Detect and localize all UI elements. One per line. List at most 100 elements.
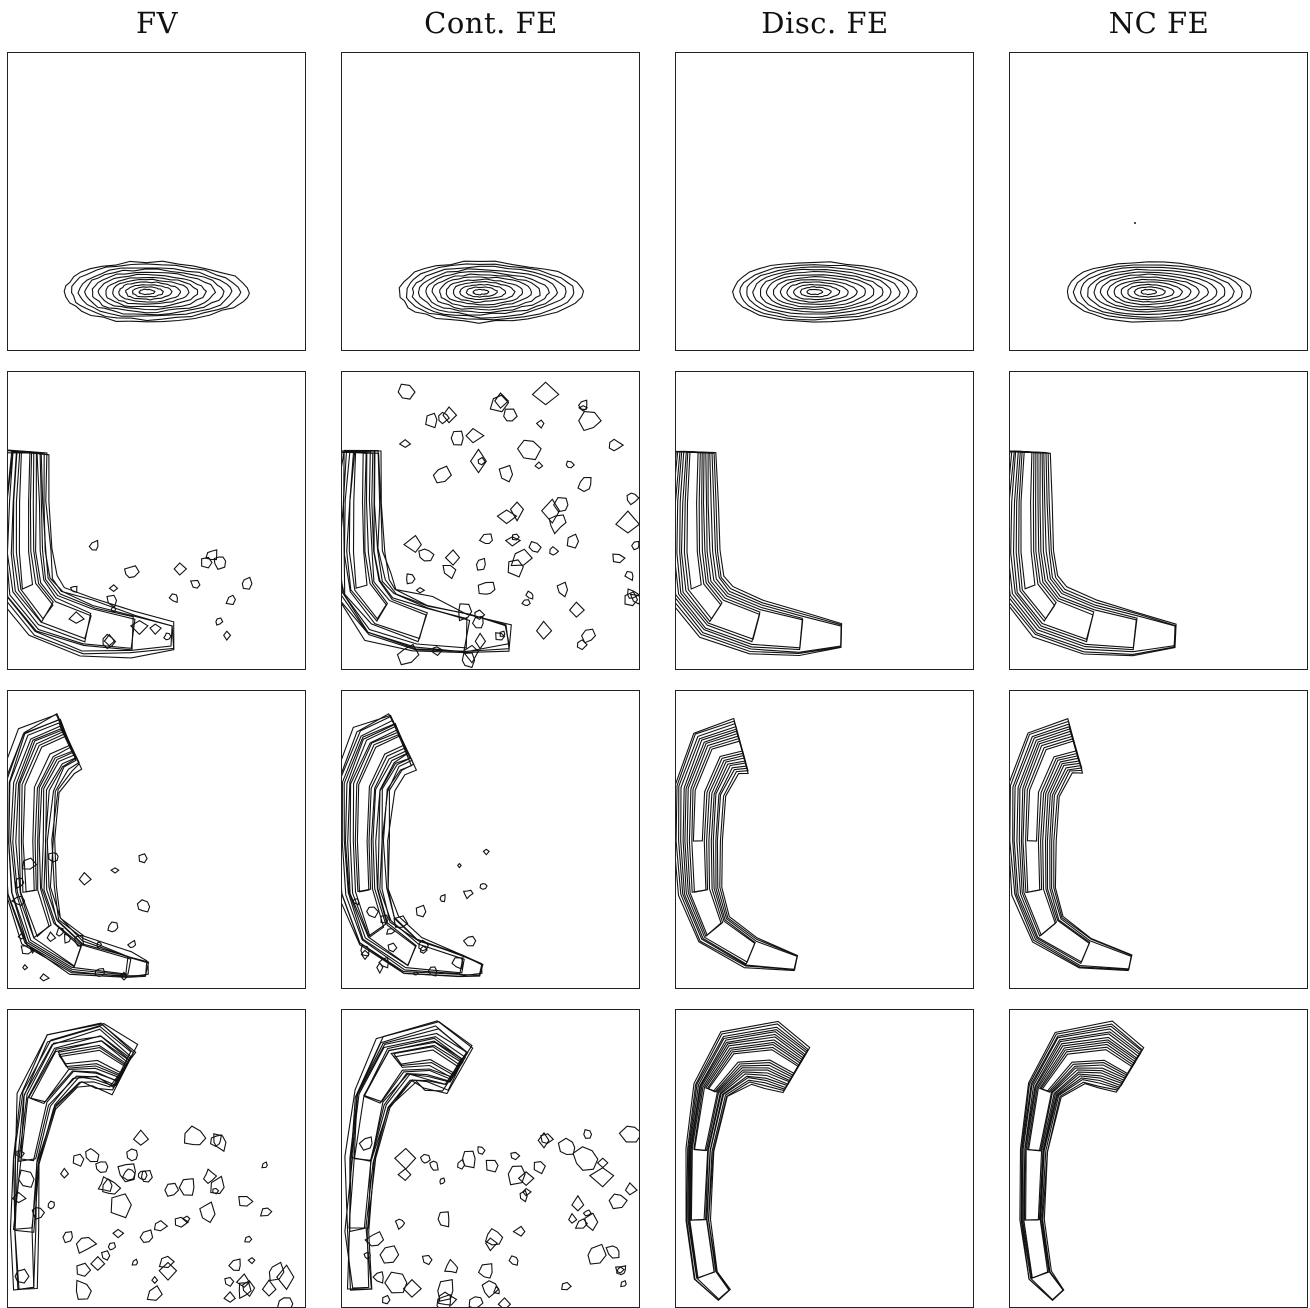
L-contour-line: [12, 450, 54, 624]
ellipse-contour-line: [112, 278, 190, 305]
contour-plot: [63, 260, 250, 323]
ellipse-contour-line: [97, 273, 207, 311]
column-title-cont-fe: Cont. FE: [424, 6, 558, 40]
L-noise-contour: [415, 587, 426, 594]
hook-contour-line: [690, 1033, 805, 1221]
bent-noise-contour: [136, 899, 151, 913]
ellipse-contour-line: [1099, 273, 1210, 311]
ellipse-contour-line: [445, 278, 524, 306]
bent-contour-line: [343, 722, 465, 974]
L-noise-contour: [474, 609, 486, 620]
L-contour-line: [683, 451, 722, 620]
L-noise-contour: [503, 408, 518, 422]
hook-noise-contour: [618, 1125, 639, 1143]
contour-plot: [676, 717, 799, 972]
L-contour-line: [15, 450, 54, 620]
hook-contour-line: [363, 1041, 464, 1104]
L-noise-contour: [432, 465, 452, 484]
L-noise-contour: [565, 460, 575, 469]
L-noise-contour: [521, 599, 531, 606]
hook-noise-contour: [397, 1168, 412, 1182]
L-contour-line: [676, 451, 842, 653]
L-noise-contour: [580, 628, 597, 644]
L-noise-contour: [612, 553, 626, 564]
L-noise-contour: [102, 633, 117, 650]
hook-noise-contour: [76, 1262, 92, 1277]
ellipse-contour-line: [1066, 261, 1252, 323]
hook-noise-contour: [174, 1216, 190, 1228]
hook-noise-contour: [102, 1178, 122, 1195]
bent-noise-contour: [138, 853, 148, 864]
hook-contour-line: [349, 1032, 469, 1233]
bent-noise-contour: [366, 906, 379, 919]
L-noise-contour: [478, 533, 494, 545]
L-noise-contour: [396, 643, 420, 666]
hook-noise-contour: [158, 1261, 178, 1281]
L-noise-contour: [106, 594, 118, 608]
hook-contour-line: [1040, 1046, 1134, 1093]
contour-panel: [1009, 1009, 1308, 1308]
hook-noise-contour: [485, 1159, 499, 1173]
L-noise-contour: [577, 476, 592, 493]
ellipse-contour-line: [118, 281, 182, 303]
L-noise-contour: [624, 570, 634, 582]
ellipse-contour-line: [91, 271, 217, 314]
L-noise-contour: [578, 405, 589, 412]
L-contour-line: [1018, 451, 1056, 620]
contour-plot: [1066, 222, 1252, 323]
hook-contour-line: [18, 1035, 131, 1162]
hook-noise-contour: [615, 1266, 625, 1274]
L-noise-contour: [498, 464, 514, 483]
ellipse-contour-line: [105, 276, 199, 308]
hook-noise-contour: [110, 1193, 132, 1219]
ellipse-contour-line: [1093, 271, 1218, 313]
hook-noise-contour: [436, 1293, 451, 1307]
L-noise-contour: [509, 501, 525, 522]
hook-noise-contour: [139, 1229, 154, 1243]
hook-noise-contour: [484, 1227, 504, 1246]
contour-panel: [675, 1009, 974, 1308]
bent-contour-line: [1013, 726, 1091, 965]
L-noise-contour: [516, 439, 542, 461]
ellipse-contour-line: [1113, 278, 1192, 306]
ellipse-contour-line: [1072, 264, 1243, 320]
ellipse-contour-line: [138, 288, 156, 296]
hook-noise-contour: [75, 1236, 98, 1254]
hook-contour-line: [704, 1044, 801, 1093]
L-contour-line: [676, 450, 804, 649]
ellipse-contour-line: [806, 288, 824, 296]
L-contour-line: [676, 450, 843, 657]
bent-noise-contour: [462, 935, 477, 947]
bent-noise-contour: [20, 945, 35, 955]
L-noise-contour: [458, 603, 473, 622]
bent-noise-contour: [94, 968, 106, 978]
hook-noise-contour: [468, 1296, 484, 1307]
bent-noise-contour: [64, 933, 71, 944]
bent-noise-contour: [22, 963, 29, 971]
bent-noise-contour: [107, 921, 119, 933]
L-noise-contour: [534, 461, 544, 470]
ellipse-contour-line: [132, 286, 164, 298]
L-contour-line: [686, 451, 702, 590]
L-noise-contour: [548, 514, 567, 535]
contour-panel: [1009, 52, 1308, 351]
hook-noise-contour: [95, 1161, 109, 1173]
L-noise-contour: [444, 549, 461, 566]
hook-contour-line: [348, 1028, 468, 1229]
hook-noise-contour: [615, 1265, 627, 1276]
hook-noise-contour: [146, 1285, 163, 1301]
L-contour-line: [342, 450, 512, 654]
ellipse-contour-line: [125, 284, 173, 301]
hook-noise-contour: [372, 1271, 384, 1284]
contour-panel: [341, 371, 640, 670]
ellipse-contour-line: [799, 286, 832, 298]
bent-contour-line: [347, 725, 417, 967]
bent-noise-contour: [96, 941, 103, 949]
bent-noise-contour: [360, 944, 370, 957]
bent-contour-line: [8, 722, 132, 975]
L-noise-contour: [223, 630, 232, 641]
bent-contour-line: [1026, 740, 1078, 842]
ellipse-contour-line: [1140, 288, 1158, 296]
hook-noise-contour: [608, 1193, 628, 1210]
bent-noise-contour: [110, 867, 120, 874]
